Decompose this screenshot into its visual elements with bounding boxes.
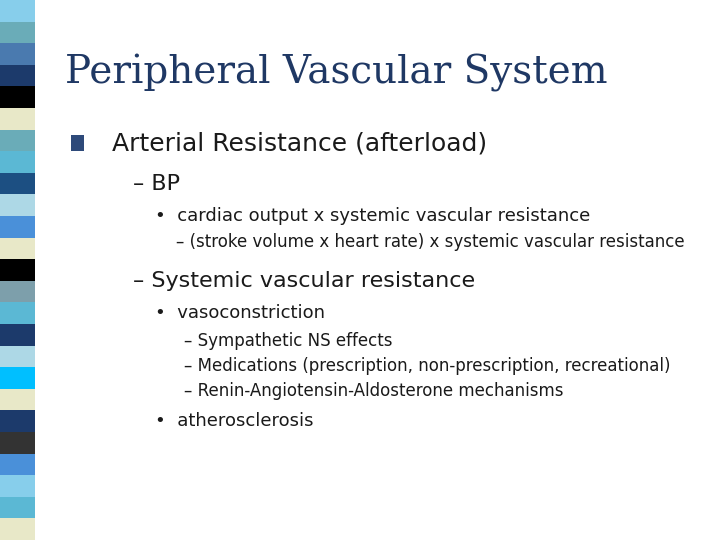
Bar <box>0 367 35 389</box>
Bar <box>0 173 35 194</box>
Text: •  atherosclerosis: • atherosclerosis <box>155 412 313 430</box>
Bar <box>0 216 35 238</box>
Text: – (stroke volume x heart rate) x systemic vascular resistance: – (stroke volume x heart rate) x systemi… <box>176 233 685 251</box>
Bar <box>0 454 35 475</box>
Text: – Renin-Angiotensin-Aldosterone mechanisms: – Renin-Angiotensin-Aldosterone mechanis… <box>184 382 563 400</box>
Bar <box>0 108 35 130</box>
Text: – Medications (prescription, non-prescription, recreational): – Medications (prescription, non-prescri… <box>184 357 670 375</box>
Bar <box>0 259 35 281</box>
Bar <box>0 410 35 432</box>
Bar <box>0 22 35 43</box>
Bar <box>0 432 35 454</box>
Bar <box>0 497 35 518</box>
Bar <box>0 130 35 151</box>
Text: Peripheral Vascular System: Peripheral Vascular System <box>65 54 608 92</box>
Bar <box>0 475 35 497</box>
Text: – Systemic vascular resistance: – Systemic vascular resistance <box>133 271 475 291</box>
Text: – Sympathetic NS effects: – Sympathetic NS effects <box>184 332 392 350</box>
Bar <box>0 194 35 216</box>
Text: •  vasoconstriction: • vasoconstriction <box>155 304 325 322</box>
Bar <box>0 281 35 302</box>
Text: Arterial Resistance (afterload): Arterial Resistance (afterload) <box>112 131 487 155</box>
Text: •  cardiac output x systemic vascular resistance: • cardiac output x systemic vascular res… <box>155 207 590 225</box>
Bar <box>0 0 35 22</box>
Bar <box>0 324 35 346</box>
Bar <box>71 135 84 151</box>
Bar <box>0 302 35 324</box>
Bar <box>0 86 35 108</box>
Text: – BP: – BP <box>133 173 180 194</box>
Bar <box>0 43 35 65</box>
Bar <box>0 346 35 367</box>
Bar <box>0 151 35 173</box>
Bar <box>0 238 35 259</box>
Bar <box>0 65 35 86</box>
Bar <box>0 518 35 540</box>
Bar <box>0 389 35 410</box>
